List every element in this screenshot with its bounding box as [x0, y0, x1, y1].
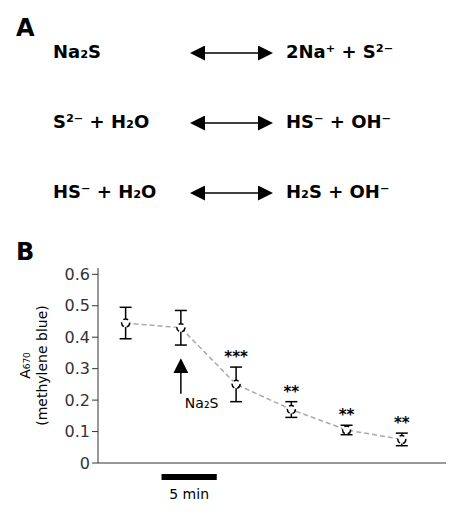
svg-text:**: **	[394, 414, 410, 432]
svg-text:A: A	[16, 14, 35, 42]
svg-text:2Na⁺ + S²⁻: 2Na⁺ + S²⁻	[286, 41, 393, 62]
svg-text:0.5: 0.5	[65, 296, 90, 315]
svg-text:Na₂S: Na₂S	[185, 395, 219, 411]
svg-text:5 min: 5 min	[169, 486, 209, 502]
svg-text:0.3: 0.3	[65, 359, 90, 378]
svg-text:0.4: 0.4	[65, 328, 90, 347]
svg-text:(methylene blue): (methylene blue)	[34, 305, 50, 426]
svg-text:Na₂S: Na₂S	[53, 41, 101, 62]
svg-text:0.1: 0.1	[65, 422, 90, 441]
svg-text:B: B	[16, 238, 34, 266]
svg-text:A₆₇₀: A₆₇₀	[17, 352, 33, 379]
svg-text:0.2: 0.2	[65, 391, 90, 410]
svg-text:0.6: 0.6	[65, 265, 90, 284]
svg-text:S²⁻ + H₂O: S²⁻ + H₂O	[53, 111, 149, 132]
svg-text:**: **	[339, 406, 355, 424]
svg-text:HS⁻ + OH⁻: HS⁻ + OH⁻	[286, 111, 391, 132]
svg-text:H₂S + OH⁻: H₂S + OH⁻	[286, 181, 389, 202]
svg-text:HS⁻ + H₂O: HS⁻ + H₂O	[53, 181, 156, 202]
svg-text:***: ***	[224, 348, 248, 366]
svg-text:**: **	[283, 383, 299, 401]
svg-text:0: 0	[80, 454, 90, 473]
